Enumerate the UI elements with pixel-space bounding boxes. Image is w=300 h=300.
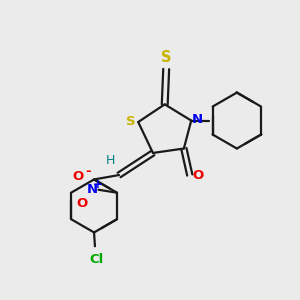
Text: N: N — [192, 112, 203, 126]
Text: Cl: Cl — [89, 253, 103, 266]
Text: O: O — [76, 197, 88, 210]
Text: +: + — [92, 178, 102, 191]
Text: O: O — [73, 170, 84, 183]
Text: H: H — [105, 154, 115, 167]
Text: O: O — [192, 169, 203, 182]
Text: S: S — [126, 115, 135, 128]
Text: -: - — [85, 165, 91, 178]
Text: S: S — [161, 50, 171, 65]
Text: N: N — [86, 183, 98, 196]
